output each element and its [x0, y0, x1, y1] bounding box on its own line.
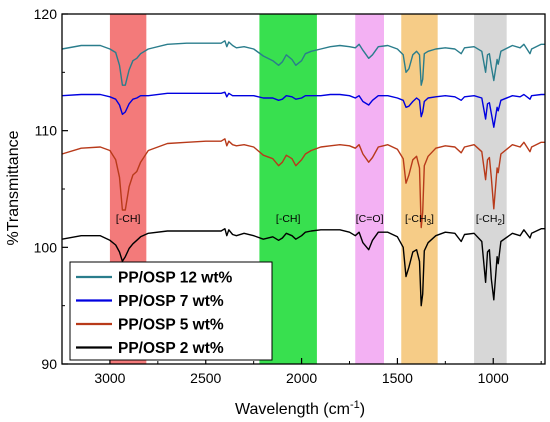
x-tick-label-4: 1000	[478, 370, 509, 386]
band-label-1: [-CH]	[276, 213, 301, 225]
legend-label-0: PP/OSP 12 wt%	[118, 270, 233, 287]
x-tick-label-0: 3000	[94, 370, 125, 386]
x-axis-label: Wavelength (cm-1)	[235, 399, 365, 418]
band-label-2: [C=O]	[356, 213, 384, 225]
series-line-1	[61, 91, 545, 128]
absorption-bands	[109, 14, 507, 364]
series-line-2	[61, 138, 545, 229]
band-label-4: [-CH2]	[476, 213, 505, 227]
series-line-3	[61, 227, 545, 307]
x-tick-label-1: 2500	[190, 370, 221, 386]
legend-label-3: PP/OSP 2 wt%	[118, 340, 224, 357]
legend-box	[69, 261, 273, 361]
x-axis-label-main: Wavelength (cm	[235, 401, 350, 418]
band-4	[474, 14, 507, 364]
band-label-3: [-CH3]	[405, 213, 434, 227]
y-tick-label-1: 100	[34, 239, 58, 255]
band-2	[355, 14, 384, 364]
legend: PP/OSP 12 wt% PP/OSP 7 wt% PP/OSP 5 wt% PP/…	[69, 261, 273, 361]
band-label-0: [-CH]	[116, 213, 141, 225]
legend-label-1: PP/OSP 7 wt%	[118, 293, 224, 310]
series-line-0	[61, 40, 545, 86]
y-tick-label-3: 120	[34, 6, 58, 22]
y-tick-label-0: 90	[41, 356, 57, 372]
y-tick-label-2: 110	[35, 123, 58, 139]
x-axis-label-sup: -1	[350, 399, 360, 411]
x-axis-label-close: )	[360, 401, 365, 418]
y-axis-label: %Transmittance	[5, 130, 22, 245]
axis-ticks: 3000 2500 2000 1500 1000 90 100 110 120	[34, 6, 542, 386]
x-tick-label-3: 1500	[382, 370, 413, 386]
legend-label-2: PP/OSP 5 wt%	[118, 317, 224, 334]
band-labels: [-CH] [-CH] [C=O] [-CH3] [-CH2]	[116, 213, 505, 227]
x-tick-label-2: 2000	[286, 370, 317, 386]
spectra-lines	[61, 40, 545, 307]
